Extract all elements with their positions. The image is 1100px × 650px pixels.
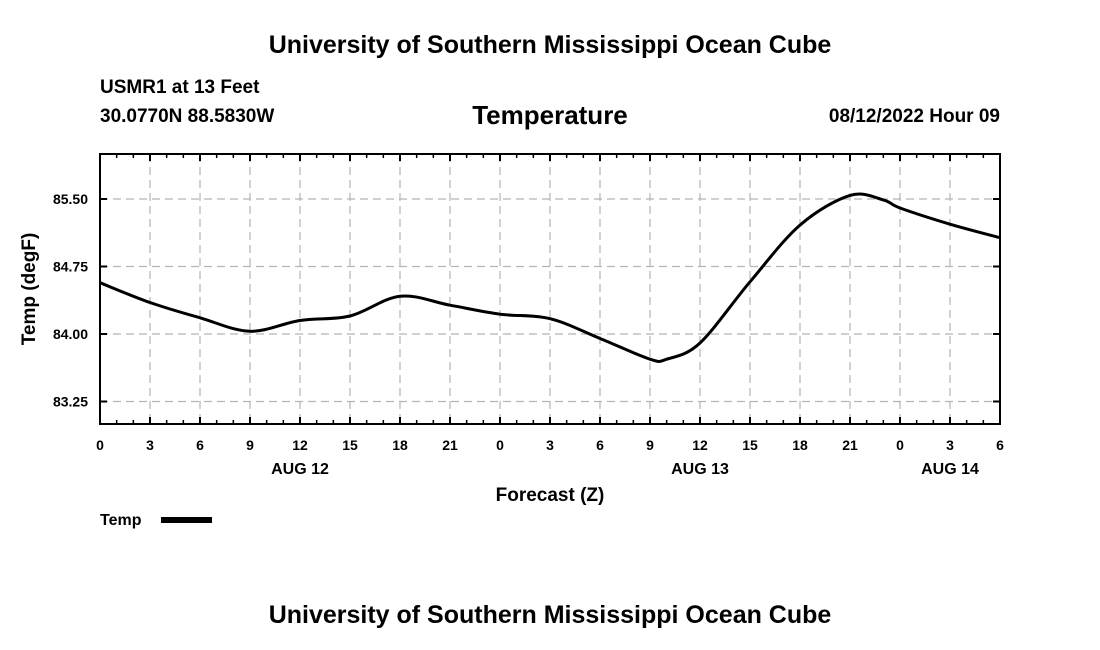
location-label: 30.0770N 88.5830W xyxy=(100,106,275,127)
y-tick-label: 85.50 xyxy=(53,191,88,207)
x-tick-label: 6 xyxy=(996,437,1004,453)
x-axis-title: Forecast (Z) xyxy=(496,485,605,506)
x-date-label: AUG 12 xyxy=(271,461,329,478)
x-tick-label: 9 xyxy=(246,437,254,453)
datetime-label: 08/12/2022 Hour 09 xyxy=(828,106,1000,127)
x-tick-label: 0 xyxy=(896,437,904,453)
x-tick-label: 6 xyxy=(196,437,204,453)
x-tick-label: 0 xyxy=(496,437,504,453)
x-tick-label: 21 xyxy=(442,437,458,453)
x-tick-label: 18 xyxy=(792,437,808,453)
x-tick-label: 9 xyxy=(646,437,654,453)
x-tick-label: 12 xyxy=(292,437,308,453)
x-date-label: AUG 14 xyxy=(921,461,979,478)
legend-label: Temp xyxy=(100,512,142,529)
footer-title: University of Southern Mississippi Ocean… xyxy=(268,601,832,629)
x-tick-label: 3 xyxy=(546,437,554,453)
x-tick-label: 12 xyxy=(692,437,708,453)
x-tick-label: 15 xyxy=(342,437,358,453)
x-tick-label: 15 xyxy=(742,437,758,453)
variable-label: Temperature xyxy=(472,100,628,130)
x-tick-label: 21 xyxy=(842,437,858,453)
y-tick-label: 83.25 xyxy=(53,394,88,410)
x-date-label: AUG 13 xyxy=(671,461,729,478)
y-tick-label: 84.00 xyxy=(53,326,88,342)
chart-title: University of Southern Mississippi Ocean… xyxy=(268,31,832,59)
y-axis-title: Temp (degF) xyxy=(19,233,40,346)
x-tick-label: 3 xyxy=(946,437,954,453)
station-label: USMR1 at 13 Feet xyxy=(100,77,260,98)
series-line-temp xyxy=(99,192,1001,364)
x-tick-label: 18 xyxy=(392,437,408,453)
x-tick-label: 6 xyxy=(596,437,604,453)
x-tick-label: 0 xyxy=(96,437,104,453)
x-tick-label: 3 xyxy=(146,437,154,453)
y-tick-label: 84.75 xyxy=(53,259,88,275)
